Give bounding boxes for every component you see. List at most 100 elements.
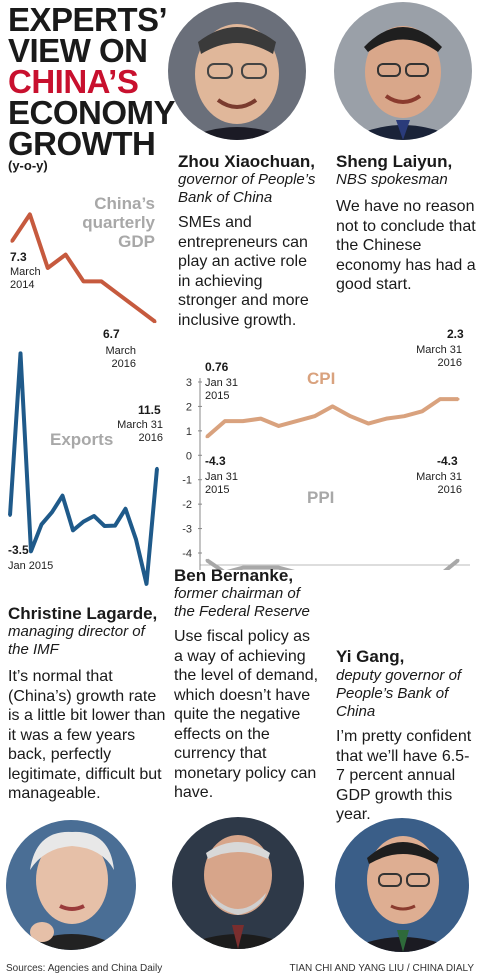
y-tick-label--1: -1 (182, 475, 192, 487)
cpi-end-value: 2.3 (447, 327, 464, 341)
exports-chart-title: Exports (50, 430, 114, 449)
headline-line-3: CHINA’S (8, 63, 139, 100)
headline-line-4: ECONOMY (8, 94, 176, 131)
cpi-point-2 (241, 419, 245, 423)
exports-point-12 (134, 537, 138, 541)
gdp-start-value: 7.3 (10, 250, 27, 264)
exports-point-4 (50, 510, 54, 514)
sheng-block: Sheng Laiyun, NBS spokesman We have no r… (336, 152, 476, 295)
bernanke-title: former chairman of the Federal Reserve (174, 585, 310, 620)
cpi-chart-title: CPI (307, 369, 336, 388)
gdp-point-6 (117, 293, 121, 297)
y-tick-label-2: 2 (186, 401, 192, 413)
yi-quote: I’m pretty confident that we’ll have 6.5… (336, 728, 472, 823)
exports-point-0 (8, 513, 12, 517)
cpi-start-date: Jan 31 2015 (205, 377, 239, 402)
headline-line-1: EXPERTS’ (8, 1, 168, 38)
headline-line-2: VIEW ON (8, 32, 148, 69)
gdp-point-0 (10, 239, 14, 243)
exports-point-2 (29, 549, 33, 553)
lagarde-title: managing director of the IMF (8, 623, 145, 658)
gdp-end-value: 6.7 (103, 327, 120, 341)
cpi-point-9 (366, 422, 370, 426)
bernanke-quote: Use fiscal policy as a way of achieving … (174, 628, 319, 801)
exports-point-11 (124, 507, 127, 511)
gdp-start-date: March 2014 (10, 266, 41, 291)
yi-block: Yi Gang, deputy governor of People’s Ban… (336, 647, 476, 825)
exports-point-1 (19, 351, 22, 355)
cpi-point-1 (223, 419, 227, 423)
cpi-point-5 (295, 419, 299, 423)
cpi-point-10 (384, 417, 388, 421)
ppi-point-0 (205, 558, 209, 562)
ppi-point-4 (277, 566, 281, 570)
lagarde-quote: It’s normal that (China’s) growth rate i… (8, 668, 166, 802)
yi-title: deputy governor of People’s Bank of Chin… (336, 667, 462, 720)
zhou-block: Zhou Xiaochuan, governor of People’s Ban… (178, 152, 323, 330)
exports-start-value: -3.5 (8, 543, 29, 557)
ppi-point-14 (456, 558, 460, 562)
cpi-point-6 (313, 414, 317, 418)
yoy-label: (y-o-y) (8, 158, 48, 173)
cpi-series-line (205, 397, 458, 439)
bernanke-block: Ben Bernanke, former chairman of the Fed… (174, 566, 319, 803)
exports-point-14 (155, 466, 159, 470)
headline-line-5: GROWTH (8, 125, 156, 162)
exports-point-13 (145, 582, 148, 586)
credit-footer: TIAN CHI AND YANG LIU / CHINA DIALY (289, 963, 475, 974)
ppi-end-date: March 31 2016 (416, 471, 462, 496)
exports-point-3 (40, 522, 43, 526)
sheng-photo (334, 2, 472, 140)
page-title: EXPERTS’ VIEW ON CHINA’S ECONOMY GROWTH (8, 1, 176, 162)
y-tick-label-0: 0 (186, 450, 192, 462)
sheng-name: Sheng Laiyun, (336, 152, 453, 171)
gdp-point-4 (82, 279, 85, 283)
y-tick-label-3: 3 (186, 377, 192, 389)
cpi-point-8 (348, 414, 352, 418)
gdp-point-2 (46, 266, 50, 270)
bernanke-name: Ben Bernanke, (174, 566, 294, 585)
yi-name: Yi Gang, (336, 647, 405, 666)
cpi-point-13 (438, 397, 442, 401)
yi-photo (335, 818, 469, 952)
gdp-end-date: March 2016 (105, 345, 136, 370)
lagarde-name: Christine Lagarde, (8, 604, 158, 623)
gdp-chart (10, 212, 157, 324)
exports-point-8 (92, 514, 96, 518)
cpi-point-4 (277, 424, 281, 428)
sheng-title: NBS spokesman (336, 171, 448, 188)
cpi-point-3 (259, 417, 263, 421)
exports-start-date: Jan 2015 (8, 560, 54, 572)
exports-series-line (8, 351, 159, 586)
ppi-point-2 (241, 566, 245, 570)
gdp-chart-title: China’s quarterly GDP (82, 194, 155, 251)
cpi-point-0 (205, 435, 209, 439)
ppi-point-3 (259, 566, 263, 570)
lagarde-block: Christine Lagarde, managing director of … (8, 604, 166, 804)
zhou-photo (168, 2, 306, 140)
sources-footer: Sources: Agencies and China Daily (6, 963, 163, 974)
exports-point-9 (103, 524, 106, 528)
ppi-series-line (205, 558, 460, 570)
ppi-start-value: -4.3 (205, 454, 226, 468)
y-tick-label--3: -3 (182, 524, 192, 536)
cpi-point-12 (420, 409, 424, 413)
zhou-quote: SMEs and entrepreneurs can play an activ… (178, 214, 309, 329)
y-tick-label--4: -4 (182, 548, 192, 560)
exports-end-date: March 31 2016 (117, 419, 163, 444)
exports-point-7 (82, 520, 85, 524)
exports-end-value: 11.5 (138, 403, 161, 417)
ppi-start-date: Jan 31 2015 (205, 471, 239, 496)
y-tick-label--2: -2 (182, 499, 192, 511)
ppi-end-value: -4.3 (437, 454, 458, 468)
gdp-point-7 (135, 306, 139, 310)
sheng-quote: We have no reason not to conclude that t… (336, 198, 476, 293)
gdp-point-5 (99, 279, 103, 283)
exports-point-6 (71, 528, 75, 532)
cpi-point-7 (331, 404, 334, 408)
exports-chart (8, 351, 159, 586)
ppi-chart-title: PPI (307, 488, 335, 507)
cpi-start-value: 0.76 (205, 360, 229, 374)
cpi-point-14 (456, 397, 460, 401)
